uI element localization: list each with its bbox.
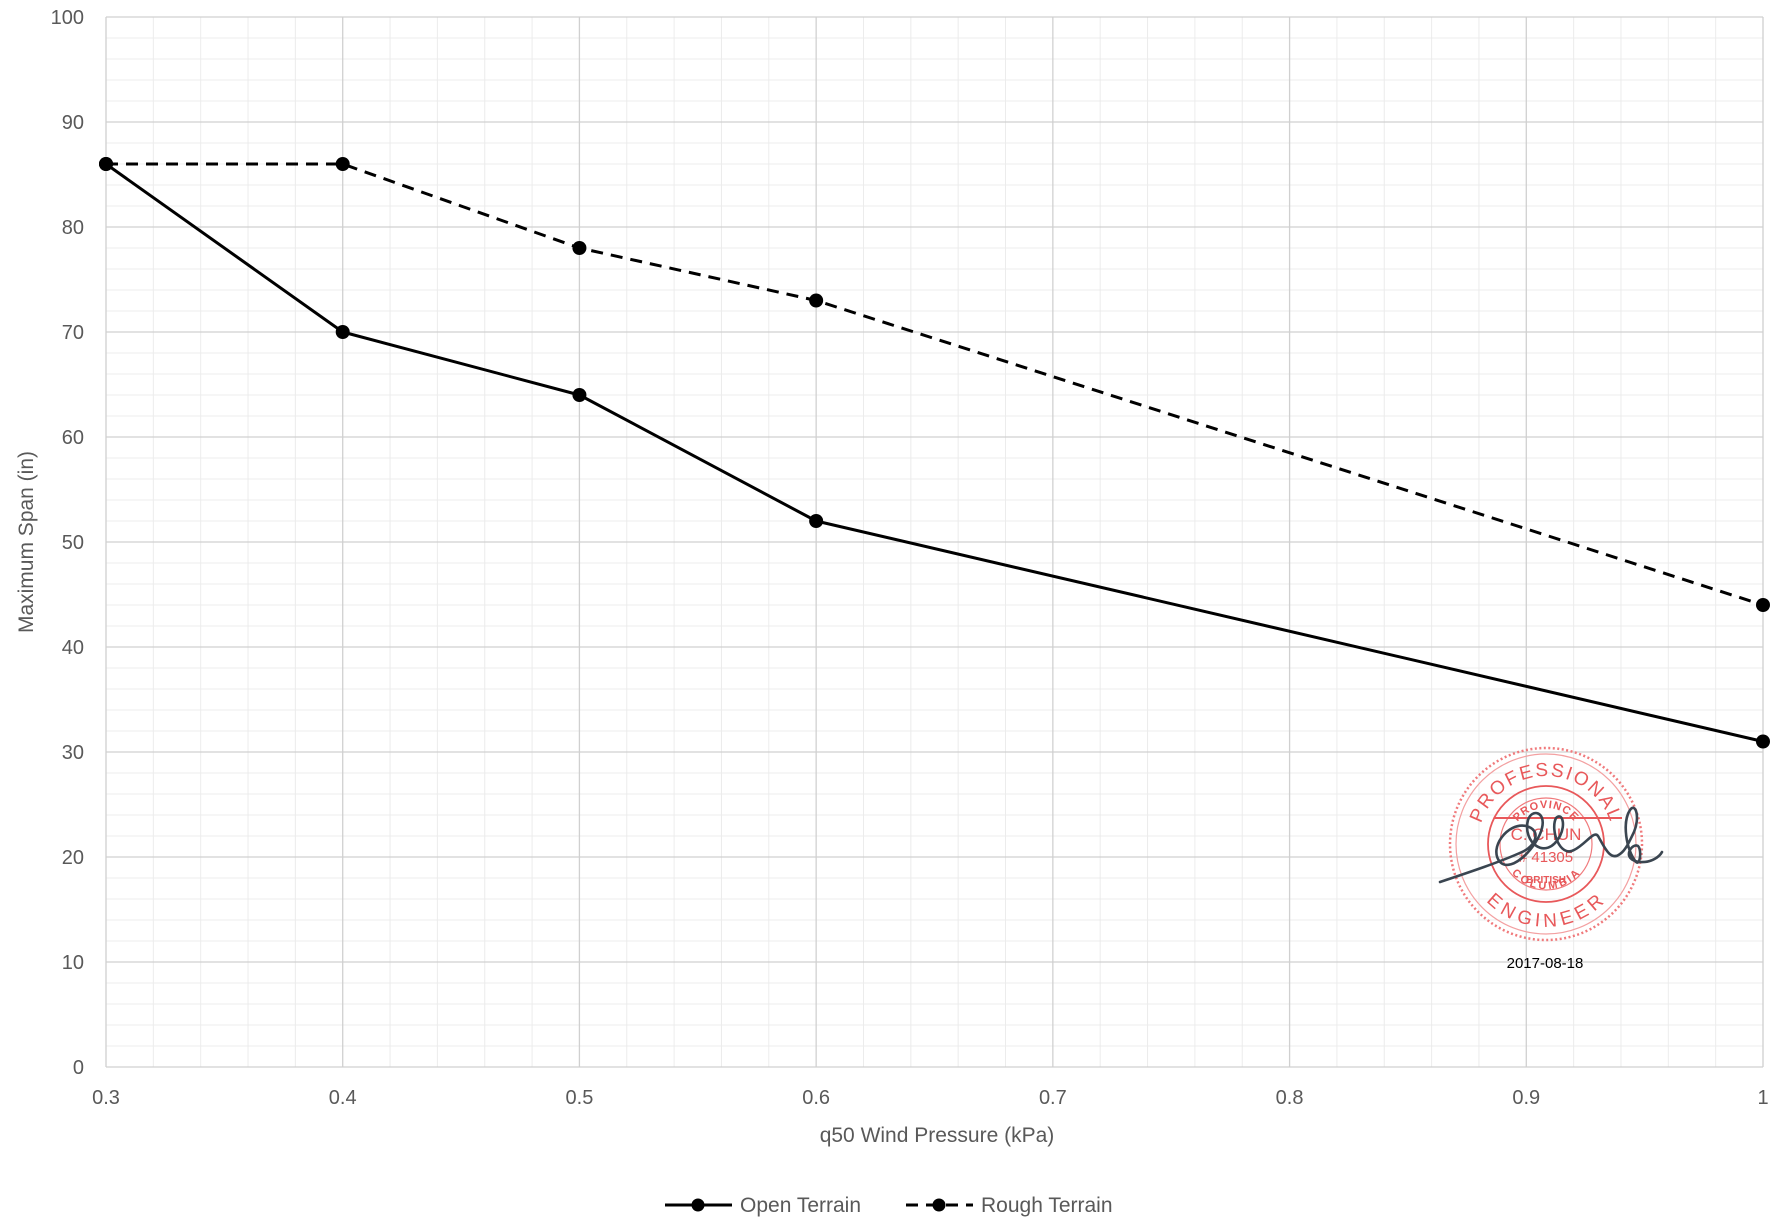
seal-bottom-text: ENGINEER	[1483, 889, 1610, 932]
y-tick-label: 10	[62, 952, 84, 974]
x-tick-label: 0.3	[92, 1087, 120, 1109]
seal-engineer-name: C. CHUN	[1511, 825, 1582, 844]
seal-inner-ring	[1499, 797, 1593, 891]
engineer-seal-stamp: PROFESSIONAL ENGINEER PROVINCE COLUMBIA …	[1438, 746, 1664, 972]
data-point-rough-terrain	[1756, 598, 1770, 612]
y-axis-tick-labels: 0 10 20 30 40 50 60 70 80 90 100	[51, 7, 84, 1079]
y-axis-title: Maximum Span (in)	[15, 451, 38, 633]
stamp-date: 2017-08-18	[1507, 955, 1584, 972]
y-tick-label: 20	[62, 847, 84, 869]
signature-stroke	[1438, 806, 1664, 884]
legend-item-open-terrain: Open Terrain	[665, 1194, 861, 1217]
y-tick-label: 50	[62, 532, 84, 554]
data-point-rough-terrain	[335, 157, 350, 171]
x-tick-label: 0.4	[329, 1087, 357, 1109]
x-tick-label: 0.9	[1512, 1087, 1540, 1109]
data-point-open-terrain	[572, 388, 587, 402]
seal-british-text: BRITISH	[1526, 875, 1566, 886]
y-tick-label: 80	[62, 217, 84, 239]
legend-label-rough-terrain: Rough Terrain	[981, 1194, 1113, 1217]
legend: Open Terrain Rough Terrain	[665, 1194, 1113, 1217]
data-point-open-terrain	[1756, 734, 1770, 749]
x-tick-label: 0.5	[566, 1087, 594, 1109]
x-tick-label: 0.7	[1039, 1087, 1067, 1109]
seal-engineer-number: # 41305	[1519, 849, 1573, 866]
major-gridlines	[105, 16, 1764, 1068]
seal-top-text: PROFESSIONAL	[1466, 760, 1626, 826]
seal-outer-ring	[1448, 746, 1644, 942]
y-tick-label: 100	[51, 7, 84, 29]
seal-province-text: PROVINCE	[1511, 799, 1581, 824]
x-axis-title: q50 Wind Pressure (kPa)	[820, 1124, 1055, 1147]
seal-outer-ring-inner	[1455, 753, 1637, 935]
x-tick-label: 1	[1757, 1087, 1768, 1109]
y-tick-label: 60	[62, 427, 84, 449]
legend-marker-rough-terrain	[932, 1198, 946, 1212]
x-axis-tick-labels: 0.3 0.4 0.5 0.6 0.7 0.8 0.9 1	[92, 1087, 1768, 1109]
x-tick-label: 0.6	[802, 1087, 830, 1109]
data-point-rough-terrain	[99, 157, 113, 171]
legend-marker-open-terrain	[691, 1198, 705, 1212]
data-point-open-terrain	[335, 325, 350, 339]
data-point-rough-terrain	[572, 241, 587, 255]
legend-label-open-terrain: Open Terrain	[740, 1194, 861, 1217]
x-tick-label: 0.8	[1276, 1087, 1304, 1109]
y-tick-label: 90	[62, 112, 84, 134]
y-tick-label: 0	[73, 1057, 84, 1079]
series-line-open-terrain	[105, 162, 1764, 743]
series-layer	[99, 157, 1770, 749]
legend-item-rough-terrain: Rough Terrain	[906, 1194, 1113, 1217]
data-point-rough-terrain	[809, 293, 824, 308]
data-point-open-terrain	[809, 514, 824, 528]
y-tick-label: 40	[62, 637, 84, 659]
y-tick-label: 30	[62, 742, 84, 764]
series-line-rough-terrain	[106, 162, 1764, 607]
minor-gridlines	[106, 17, 1763, 1067]
y-tick-label: 70	[62, 322, 84, 344]
